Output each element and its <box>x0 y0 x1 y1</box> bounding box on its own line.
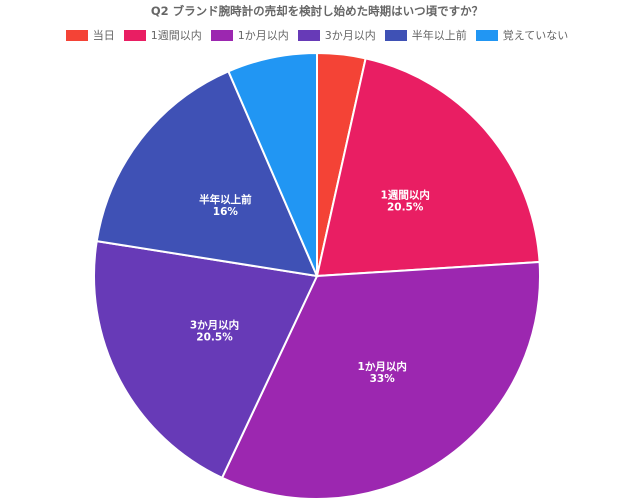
pie-slice-within-1-month[interactable] <box>220 260 541 500</box>
legend-item-within-1-week[interactable]: 1週間以内 <box>123 27 202 43</box>
legend-swatch <box>384 29 407 41</box>
legend-swatch <box>123 29 146 41</box>
slice-category-label: 1か月以内 <box>358 360 407 373</box>
pie-slice-dont-remember[interactable] <box>227 51 318 277</box>
legend-swatch <box>297 29 320 41</box>
slice-category-label: 3か月以内 <box>190 318 239 331</box>
legend-item-same-day[interactable]: 当日 <box>65 27 115 43</box>
pie-slice-over-half-year[interactable] <box>95 70 319 278</box>
legend-label: 3か月以内 <box>324 29 376 42</box>
legend-label: 半年以上前 <box>411 29 467 42</box>
legend-label: 1か月以内 <box>237 29 289 42</box>
pie-slice-within-1-week[interactable] <box>315 57 541 278</box>
legend-label: 覚えていない <box>502 29 569 42</box>
legend-item-within-3-months[interactable]: 3か月以内 <box>297 27 376 43</box>
slice-category-label: 1週間以内 <box>381 189 430 202</box>
chart-title: Q2 ブランド腕時計の売却を検討し始めた時期はいつ頃ですか？ <box>150 4 484 18</box>
pie-slice-within-3-months[interactable] <box>93 239 319 480</box>
slice-value-label: 16% <box>213 206 239 218</box>
chart-legend: 当日 1週間以内 1か月以内 3か月以内 半年以上前 覚えていない <box>0 27 634 43</box>
legend-item-over-half-year[interactable]: 半年以上前 <box>384 27 467 43</box>
legend-label: 1週間以内 <box>150 29 202 42</box>
slice-value-label: 20.5% <box>196 331 233 343</box>
slice-value-label: 20.5% <box>387 202 424 214</box>
legend-swatch <box>475 29 498 41</box>
slice-category-label: 半年以上前 <box>199 193 252 206</box>
legend-swatch <box>210 29 233 41</box>
legend-label: 当日 <box>92 29 115 42</box>
legend-swatch <box>65 29 88 41</box>
legend-item-within-1-month[interactable]: 1か月以内 <box>210 27 289 43</box>
slice-value-label: 33% <box>370 373 396 385</box>
legend-item-dont-remember[interactable]: 覚えていない <box>475 27 569 43</box>
